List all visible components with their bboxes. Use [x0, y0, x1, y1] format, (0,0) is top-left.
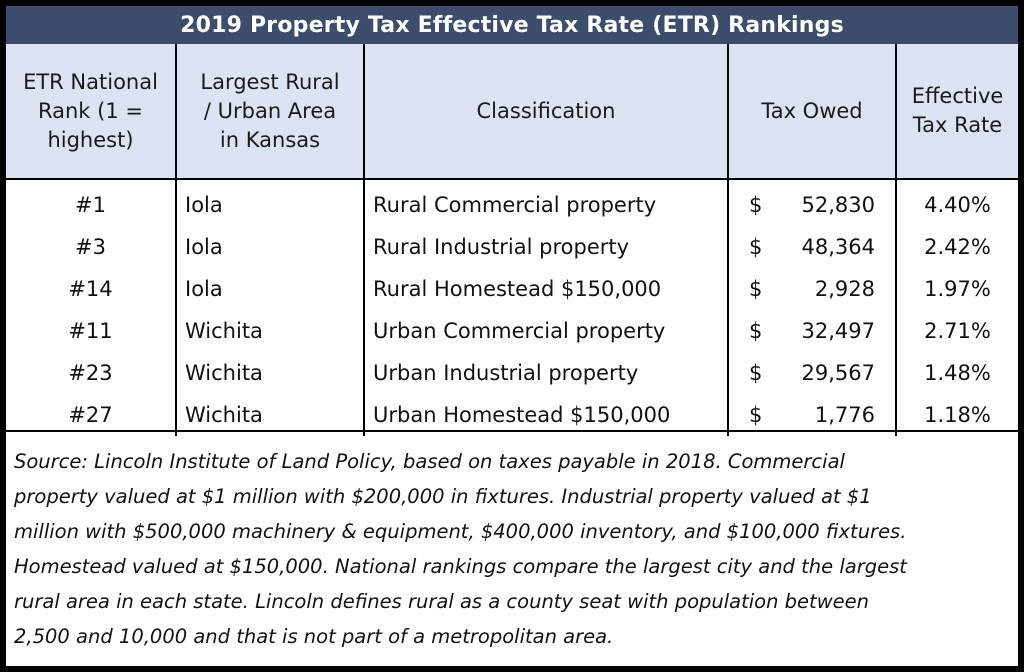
- classification-cell: Urban Commercial property: [363, 310, 729, 352]
- header-row: ETR National Rank (1 = highest) Largest …: [6, 44, 1018, 180]
- header-tax-owed: Tax Owed: [727, 44, 897, 180]
- currency-symbol: $: [749, 235, 763, 259]
- table-row: #11 Wichita Urban Commercial property $3…: [6, 310, 1018, 352]
- header-rank: ETR National Rank (1 = highest): [6, 44, 177, 180]
- rank-cell: #14: [6, 268, 177, 310]
- source-note: Source: Lincoln Institute of Land Policy…: [6, 430, 1018, 666]
- tax-amount: 1,776: [814, 403, 875, 427]
- table-title: 2019 Property Tax Effective Tax Rate (ET…: [6, 6, 1018, 44]
- source-line: property valued at $1 million with $200,…: [14, 485, 872, 508]
- tax-amount: 52,830: [801, 193, 875, 217]
- rate-cell: 2.42%: [895, 226, 1018, 268]
- source-line: rural area in each state. Lincoln define…: [14, 590, 869, 613]
- area-cell: Wichita: [175, 310, 365, 352]
- tax-amount: 48,364: [801, 235, 875, 259]
- rate-cell: 2.71%: [895, 310, 1018, 352]
- rate-cell: 4.40%: [895, 179, 1018, 226]
- rate-cell: 1.48%: [895, 352, 1018, 394]
- rate-cell: 1.18%: [895, 394, 1018, 436]
- rankings-figure: 2019 Property Tax Effective Tax Rate (ET…: [6, 6, 1018, 666]
- rank-cell: #3: [6, 226, 177, 268]
- currency-symbol: $: [749, 403, 763, 427]
- area-cell: Wichita: [175, 352, 365, 394]
- tax-owed-cell: $48,364: [727, 226, 897, 268]
- tax-owed-cell: $29,567: [727, 352, 897, 394]
- currency-symbol: $: [749, 277, 763, 301]
- source-line: Source: Lincoln Institute of Land Policy…: [14, 450, 845, 473]
- tax-owed-cell: $2,928: [727, 268, 897, 310]
- table-row: #1 Iola Rural Commercial property $52,83…: [6, 179, 1018, 226]
- header-classification: Classification: [363, 44, 729, 180]
- tax-owed-cell: $1,776: [727, 394, 897, 436]
- currency-symbol: $: [749, 193, 763, 217]
- rank-cell: #1: [6, 179, 177, 226]
- source-line: million with $500,000 machinery & equipm…: [14, 520, 907, 543]
- table-row: #3 Iola Rural Industrial property $48,36…: [6, 226, 1018, 268]
- area-cell: Iola: [175, 226, 365, 268]
- currency-symbol: $: [749, 319, 763, 343]
- classification-cell: Urban Industrial property: [363, 352, 729, 394]
- source-line: Homestead valued at $150,000. National r…: [14, 555, 907, 578]
- tax-owed-cell: $52,830: [727, 179, 897, 226]
- header-area: Largest Rural / Urban Area in Kansas: [175, 44, 365, 180]
- area-cell: Wichita: [175, 394, 365, 436]
- rankings-table: ETR National Rank (1 = highest) Largest …: [6, 44, 1018, 436]
- tax-owed-cell: $32,497: [727, 310, 897, 352]
- table-row: #14 Iola Rural Homestead $150,000 $2,928…: [6, 268, 1018, 310]
- table-row: #23 Wichita Urban Industrial property $2…: [6, 352, 1018, 394]
- area-cell: Iola: [175, 179, 365, 226]
- tax-amount: 2,928: [814, 277, 875, 301]
- rank-cell: #11: [6, 310, 177, 352]
- rank-cell: #23: [6, 352, 177, 394]
- area-cell: Iola: [175, 268, 365, 310]
- classification-cell: Rural Homestead $150,000: [363, 268, 729, 310]
- tax-amount: 29,567: [801, 361, 875, 385]
- classification-cell: Rural Industrial property: [363, 226, 729, 268]
- header-etr: Effective Tax Rate: [895, 44, 1018, 180]
- tax-amount: 32,497: [801, 319, 875, 343]
- classification-cell: Urban Homestead $150,000: [363, 394, 729, 436]
- table-row: #27 Wichita Urban Homestead $150,000 $1,…: [6, 394, 1018, 436]
- rank-cell: #27: [6, 394, 177, 436]
- source-line: 2,500 and 10,000 and that is not part of…: [14, 625, 614, 648]
- currency-symbol: $: [749, 361, 763, 385]
- rate-cell: 1.97%: [895, 268, 1018, 310]
- classification-cell: Rural Commercial property: [363, 179, 729, 226]
